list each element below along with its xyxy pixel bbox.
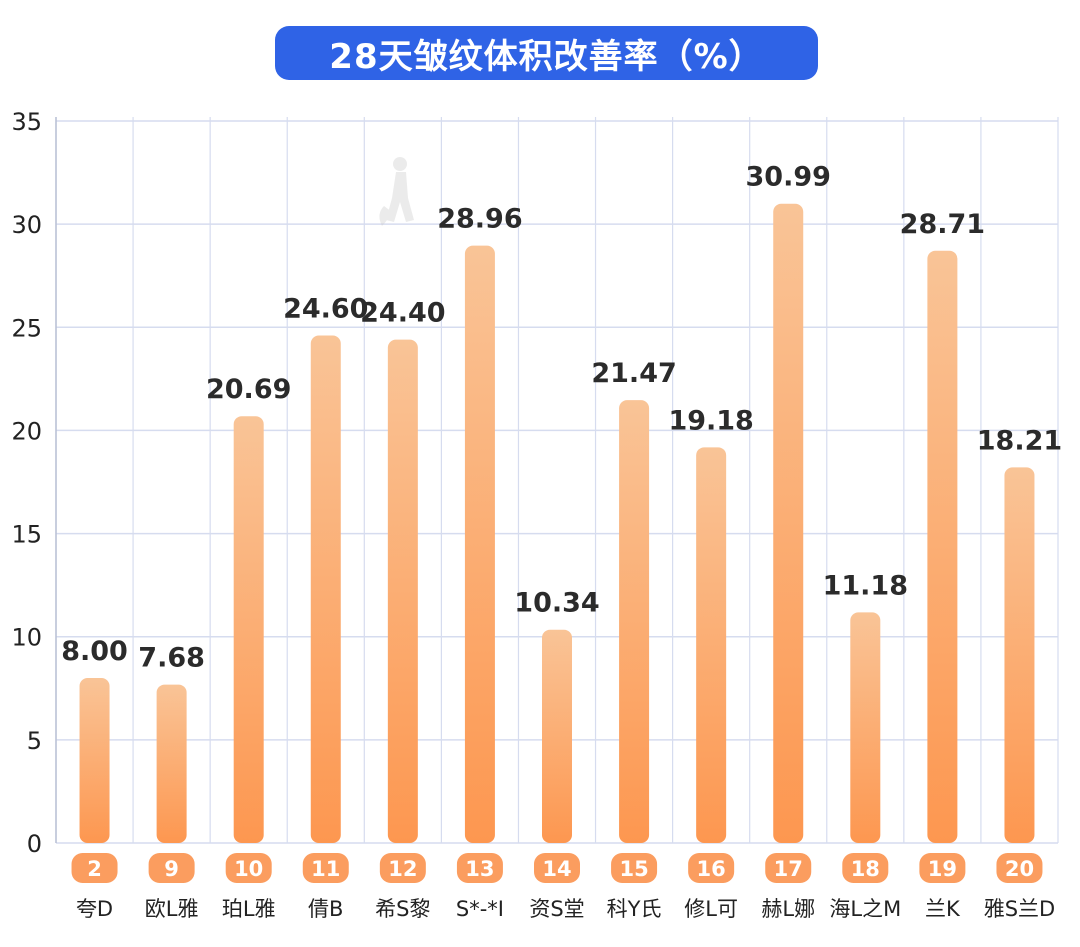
x-category-label: 兰K [925,897,961,921]
x-category-label: 倩B [308,897,343,921]
bar-value-label: 30.99 [746,162,831,193]
bar-18 [850,612,881,843]
rank-number: 14 [542,857,571,881]
rank-badge [302,853,349,883]
bar-value-label: 19.18 [668,405,753,436]
rank-badge [919,853,966,883]
bar-value-label: 21.47 [591,358,676,389]
rank-number: 12 [388,857,417,881]
x-category-label: S*-*I [456,897,504,921]
rank-badge [688,853,735,883]
x-category-label: 海L之M [829,897,901,921]
bar-15 [619,400,650,843]
y-tick-label: 30 [11,211,42,239]
y-tick-label: 20 [11,417,42,445]
bar-value-label: 24.60 [283,294,368,325]
x-category-label: 科Y氏 [607,897,662,921]
rank-badge [842,853,889,883]
rank-number: 13 [465,857,494,881]
rank-badge [379,853,426,883]
bar-13 [464,245,495,844]
rank-number: 17 [774,857,803,881]
rank-number: 16 [697,857,726,881]
y-tick-label: 0 [27,830,42,858]
rank-badge [534,853,580,883]
chart-title: 28天皱纹体积改善率（%） [275,26,818,80]
y-tick-label: 15 [11,521,42,549]
x-category-label: 资S堂 [529,897,584,921]
rank-number: 15 [619,857,648,881]
x-category-label: 赫L娜 [761,897,815,921]
rank-number: 2 [87,857,102,881]
rank-number: 10 [234,857,263,881]
bar-11 [310,335,341,843]
rank-badge [996,853,1043,883]
y-tick-label: 5 [27,727,42,755]
rank-badge [71,853,118,883]
x-category-label: 珀L雅 [222,897,276,921]
x-category-label: 修L可 [684,897,738,921]
rank-badge [456,853,503,883]
bar-value-label: 8.00 [61,636,128,667]
y-tick-label: 25 [11,314,42,342]
rank-badge [148,853,195,883]
bar-value-label: 18.21 [977,425,1062,456]
bar-value-label: 28.96 [437,204,522,235]
x-category-label: 雅S兰D [984,897,1056,921]
bar-17 [773,203,804,843]
x-category-label: 欧L雅 [145,897,199,921]
x-category-label: 希S黎 [375,897,430,921]
rank-badge [765,853,812,883]
bar-12 [387,339,418,843]
bar-value-label: 28.71 [900,209,985,240]
rank-number: 18 [851,857,880,881]
bar-value-label: 24.40 [360,298,445,329]
bar-value-label: 10.34 [514,588,599,619]
bar-10 [233,416,264,843]
y-tick-label: 10 [11,624,42,652]
bar-value-label: 7.68 [138,643,205,674]
bar-value-label: 11.18 [823,570,908,601]
bar-2 [79,677,110,843]
bar-16 [696,447,727,843]
rank-number: 19 [928,857,957,881]
bar-9 [156,684,187,843]
watermark-logo [379,157,414,226]
rank-badge [225,853,272,883]
rank-number: 9 [164,857,179,881]
rank-number: 11 [311,857,340,881]
bar-20 [1004,467,1035,843]
bar-14 [542,629,572,843]
rank-number: 20 [1005,857,1034,881]
rank-badge [611,853,658,883]
y-tick-label: 35 [11,108,42,136]
x-category-label: 夸D [76,897,113,921]
bar-19 [927,250,958,843]
bar-value-label: 20.69 [206,374,291,405]
